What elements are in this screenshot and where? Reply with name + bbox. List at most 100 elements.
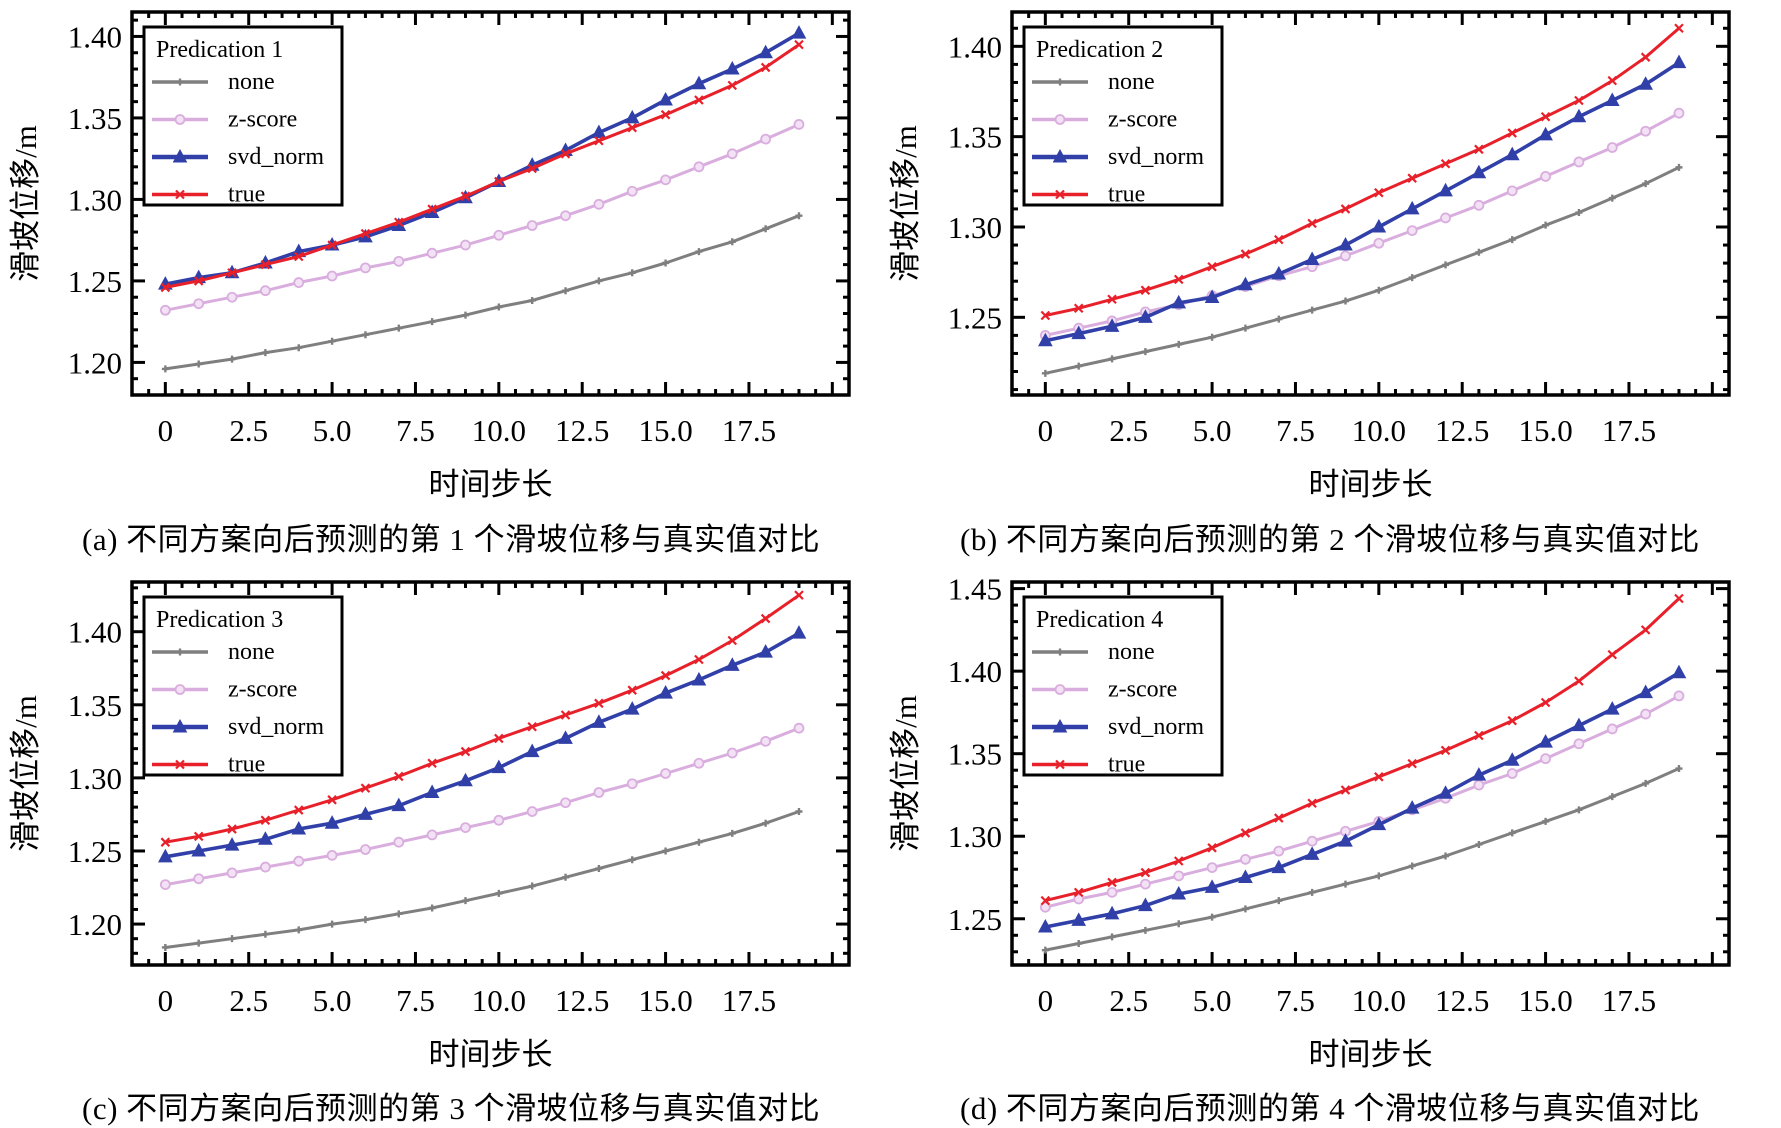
y-tick-label: 1.25 (948, 902, 1002, 937)
x-tick-label: 2.5 (229, 413, 268, 448)
y-tick-label: 1.30 (948, 819, 1002, 854)
x-axis-title: 时间步长 (1309, 1037, 1433, 1072)
data-point-none (1341, 880, 1349, 888)
data-point-z-score (1206, 862, 1218, 873)
data-point-true (1507, 715, 1518, 726)
data-point-none (1141, 926, 1149, 934)
data-point-true (1574, 95, 1584, 106)
data-point-true (1607, 649, 1618, 660)
data-point-true (1474, 144, 1484, 155)
data-point-none (1341, 297, 1349, 305)
data-point-z-score (426, 829, 438, 841)
legend-label-none: none (228, 69, 275, 95)
x-tick-label: 12.5 (555, 983, 609, 1018)
data-point-z-score (493, 814, 505, 826)
data-point-none (1041, 369, 1049, 377)
y-tick-label: 1.40 (948, 29, 1002, 64)
data-point-svd_norm (1238, 276, 1253, 291)
data-point-svd_norm (658, 685, 673, 699)
legend-marker-true (175, 759, 185, 770)
data-point-z-score (259, 285, 271, 297)
x-tick-label: 0 (158, 413, 174, 448)
legend-marker-svd_norm (172, 148, 188, 163)
data-point-svd_norm (324, 815, 340, 829)
data-point-none (1375, 872, 1383, 880)
data-point-svd_norm (291, 820, 307, 835)
legend-label-none: none (1108, 69, 1155, 95)
data-point-none (495, 889, 503, 897)
data-point-none (695, 248, 703, 256)
x-tick-label: 17.5 (1602, 983, 1656, 1018)
data-point-svd_norm (1604, 701, 1620, 715)
legend-label-z-score: z-score (228, 107, 297, 133)
data-point-z-score (1673, 107, 1685, 119)
data-point-z-score (593, 198, 605, 210)
x-tick-label: 7.5 (396, 413, 435, 448)
legend-marker-true (1055, 759, 1065, 770)
data-point-svd_norm (624, 701, 640, 715)
data-point-none (528, 882, 536, 890)
data-point-svd_norm (591, 124, 607, 139)
legend-marker-svd_norm (1052, 718, 1068, 733)
legend-label-true: true (228, 182, 265, 208)
data-point-true (594, 135, 604, 146)
y-tick-label: 1.35 (68, 688, 122, 723)
data-point-true (1474, 730, 1484, 741)
data-point-true (660, 670, 671, 681)
data-point-svd_norm (1304, 846, 1320, 860)
data-point-true (794, 39, 804, 50)
data-point-z-score (426, 247, 438, 259)
legend-label-z-score: z-score (1108, 677, 1177, 703)
data-point-none (762, 225, 770, 233)
plot-frame (130, 580, 851, 967)
data-point-none (1175, 920, 1183, 928)
data-point-true (427, 204, 437, 214)
data-point-svd_norm (1204, 879, 1220, 893)
series-none (1041, 163, 1683, 377)
data-point-z-score (726, 148, 738, 160)
data-point-svd_norm (1138, 897, 1153, 912)
data-point-svd_norm (1671, 54, 1687, 69)
legend-label-true: true (1108, 752, 1145, 778)
data-point-svd_norm (1471, 767, 1487, 781)
data-point-none (1542, 817, 1550, 825)
caption-b: (b) 不同方案向后预测的第 2 个滑坡位移与真实值对比 (960, 522, 1700, 557)
x-tick-label: 15.0 (638, 983, 692, 1018)
data-point-none (328, 337, 336, 345)
series-line-true (165, 593, 800, 844)
data-point-true (560, 149, 571, 159)
data-point-svd_norm (658, 91, 673, 106)
data-point-none (1241, 905, 1249, 913)
legend-marker-true (175, 189, 185, 200)
data-point-z-score (1473, 779, 1485, 791)
data-point-true (394, 771, 404, 782)
data-point-none (261, 930, 269, 938)
data-point-z-score (1606, 142, 1618, 153)
data-point-none (1542, 221, 1550, 229)
data-point-z-score (1540, 753, 1551, 765)
data-point-none (428, 318, 436, 326)
data-point-none (1508, 236, 1516, 244)
y-tick-label: 1.20 (68, 345, 122, 380)
series-line-none (165, 214, 800, 371)
chart-d: 0 2.5 5.0 7.5 10.0 12.5 15.0 17.5 1.25 1.30 1.35 1.… (888, 572, 1731, 1072)
y-tick-label: 1.40 (68, 19, 122, 54)
data-point-true (1640, 52, 1651, 62)
data-point-z-score (1606, 723, 1618, 735)
y-tick-label: 1.40 (948, 654, 1002, 689)
series-svd_norm (1038, 54, 1687, 347)
data-point-svd_norm (558, 730, 573, 744)
data-point-true (1374, 772, 1384, 782)
data-point-svd_norm (1071, 912, 1087, 926)
data-point-svd_norm (1571, 108, 1587, 123)
data-point-true (1540, 112, 1551, 122)
x-axis-title: 时间步长 (1309, 467, 1433, 502)
data-point-svd_norm (258, 831, 273, 845)
data-point-none (461, 897, 469, 905)
data-point-none (1075, 362, 1083, 370)
data-point-z-score (1340, 250, 1351, 262)
legend-label-svd_norm: svd_norm (228, 144, 324, 170)
legend-label-z-score: z-score (1108, 107, 1177, 133)
legend-title: Predication 2 (1036, 37, 1163, 63)
data-point-none (295, 926, 303, 934)
